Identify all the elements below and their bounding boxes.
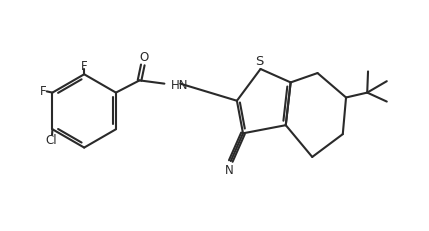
Text: O: O bbox=[139, 51, 148, 64]
Text: N: N bbox=[225, 164, 233, 177]
Text: Cl: Cl bbox=[46, 133, 57, 146]
Text: S: S bbox=[256, 54, 264, 67]
Text: F: F bbox=[81, 60, 88, 73]
Text: F: F bbox=[40, 85, 47, 98]
Text: HN: HN bbox=[171, 79, 189, 91]
